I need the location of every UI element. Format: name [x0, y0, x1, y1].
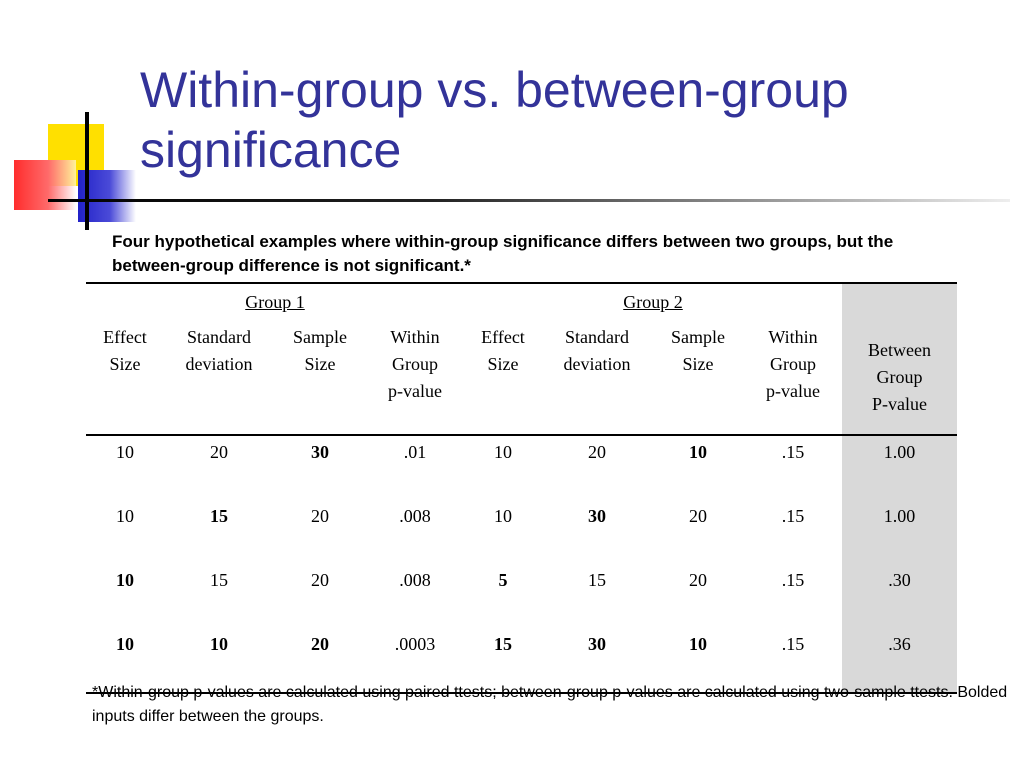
table-cell: 15 — [464, 628, 542, 694]
column-header: Standard deviation — [542, 320, 652, 435]
column-header-line: Effect — [103, 327, 147, 347]
group1-header: Group 1 — [86, 283, 464, 320]
table-cell: .008 — [399, 506, 431, 526]
slide-title: Within-group vs. between-group significa… — [140, 62, 849, 178]
column-header: Sample Size — [274, 320, 366, 435]
table-cell: 30 — [542, 628, 652, 694]
table-cell: .15 — [781, 570, 805, 590]
table-cell: 10 — [164, 628, 274, 694]
table-cell: .15 — [744, 628, 842, 694]
table-cell: 15 — [588, 570, 606, 590]
column-header-line: Sample — [671, 327, 725, 347]
table-cell: 10 — [689, 442, 707, 462]
column-header-line: Sample — [293, 327, 347, 347]
table-cell: 20 — [588, 442, 606, 462]
table-body: 10 20 30.01 10 20 10.15 1.00 10 15 20.008 10 30 20.1… — [86, 435, 957, 694]
column-header: Effect Size — [464, 320, 542, 435]
column-header: Standard deviation — [164, 320, 274, 435]
title-divider-line — [48, 199, 1010, 202]
column-header-line: Size — [109, 354, 141, 374]
table-cell: 10 — [652, 628, 744, 694]
table-cell: 20 — [274, 628, 366, 694]
column-header-line: Standard — [565, 327, 629, 347]
column-header: Effect Size — [86, 320, 164, 435]
table-cell: .15 — [781, 506, 805, 526]
column-header-row: Effect Size Standard deviation Sample Size Wit… — [86, 320, 957, 435]
table-cell: 10 — [86, 628, 164, 694]
column-header-line: deviation — [563, 354, 631, 374]
table-cell: 20 — [689, 506, 707, 526]
table-caption: Four hypothetical examples where within-… — [112, 232, 894, 275]
logo-vertical-line — [85, 112, 89, 230]
table-cell: .15 — [781, 442, 805, 462]
column-header-line: Effect — [481, 327, 525, 347]
table-cell: .0003 — [366, 628, 464, 694]
table-cell: 20 — [689, 570, 707, 590]
table-row: 10 10 20.0003 15 30 10.15.36 — [86, 628, 957, 694]
table-cell: 5 — [498, 570, 508, 590]
table-row: 10 15 20 .008 10 30 20 .15 1.00 — [86, 500, 957, 564]
table-cell: 15 — [210, 506, 228, 526]
footnote: *Within-group p-values are calculated us… — [92, 684, 1008, 725]
table-cell: 30 — [588, 506, 606, 526]
table-cell: 10 — [116, 442, 134, 462]
group-header-row: Group 1 Group 2 — [86, 283, 957, 320]
column-header-line: Standard — [187, 327, 251, 347]
table-cell: 20 — [311, 506, 329, 526]
table-cell: 10 — [494, 506, 512, 526]
column-header-line: P-value — [872, 393, 927, 414]
table-cell: 10 — [116, 506, 134, 526]
column-header-line: deviation — [185, 354, 253, 374]
results-table: Group 1 Group 2 Effect Size Standard deviat… — [86, 282, 957, 694]
group1-label: Group 1 — [245, 291, 305, 312]
column-header-line: Size — [682, 354, 714, 374]
between-pvalue-cell: 1.00 — [842, 435, 957, 500]
column-header-line: Between — [868, 339, 931, 360]
table-row: 10 15 20 .008 5 15 20 .15 .30 — [86, 564, 957, 628]
group2-label: Group 2 — [623, 291, 683, 312]
column-header: Sample Size — [652, 320, 744, 435]
between-pvalue-cell: .30 — [842, 564, 957, 628]
between-header-spacer — [842, 283, 957, 320]
table-cell: 15 — [210, 570, 228, 590]
column-header: Within Group p-value — [744, 320, 842, 435]
table-cell: .01 — [403, 442, 427, 462]
column-header-line: Group — [770, 354, 816, 374]
column-header-line: Within — [390, 327, 440, 347]
column-header-line: Size — [304, 354, 336, 374]
table-cell: 20 — [311, 570, 329, 590]
column-header-line: Group — [392, 354, 438, 374]
between-pvalue-cell: .36 — [842, 628, 957, 694]
column-header-line: Within — [768, 327, 818, 347]
column-header-between-pvalue: Between Group P-value — [842, 320, 957, 435]
between-pvalue-cell: 1.00 — [842, 500, 957, 564]
table-cell: 10 — [116, 570, 134, 590]
column-header: Within Group p-value — [366, 320, 464, 435]
group2-header: Group 2 — [464, 283, 842, 320]
table-cell: 10 — [494, 442, 512, 462]
column-header-line: Size — [487, 354, 519, 374]
column-header-line: p-value — [388, 381, 442, 401]
table-row: 10 20 30 .01 10 20 10 .15 1.00 — [86, 435, 957, 500]
column-header-line: p-value — [766, 381, 820, 401]
logo-red-bar — [14, 160, 76, 210]
column-header-line: Group — [876, 366, 923, 387]
table-cell: .008 — [399, 570, 431, 590]
table-cell: 30 — [311, 442, 329, 462]
table-cell: 20 — [210, 442, 228, 462]
